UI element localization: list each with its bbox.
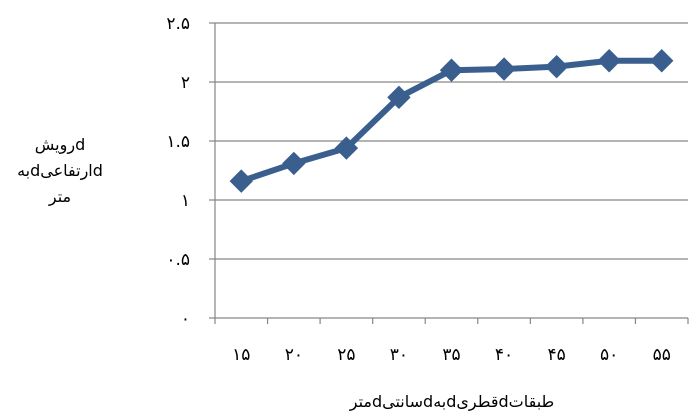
gridlines <box>215 22 688 260</box>
y-axis-title-line: dرویش <box>35 135 85 155</box>
x-tick-label: ۲۵ <box>337 345 355 365</box>
data-point-marker <box>597 49 621 73</box>
x-tick-label: ۴۰ <box>495 345 513 365</box>
data-point-marker <box>544 54 569 79</box>
data-point-marker <box>650 49 674 73</box>
x-tick-label: ۱۵ <box>232 345 250 365</box>
y-axis-title-line: dارتفاعیdبه <box>17 161 103 181</box>
series <box>229 49 674 193</box>
y-axis-title: dرویش dارتفاعیdبه متر <box>17 135 103 207</box>
data-point-marker <box>387 85 411 110</box>
axes <box>209 22 689 324</box>
x-tick-label: ۲۰ <box>285 345 303 365</box>
data-point-marker <box>229 169 253 193</box>
data-point-marker <box>334 136 359 160</box>
y-tick-label: ۰.۵ <box>166 250 190 270</box>
x-tick-label: ۵۰ <box>600 345 618 365</box>
y-tick-label: ۱ <box>181 191 190 211</box>
data-point-marker <box>492 57 516 81</box>
y-tick-labels: ۰ ۰.۵ ۱ ۱.۵ ۲ ۲.۵ <box>166 14 190 329</box>
x-tick-labels: ۱۵ ۲۰ ۲۵ ۳۰ ۳۵ ۴۰ ۴۵ ۵۰ ۵۵ <box>232 345 671 365</box>
y-tick-label: ۱.۵ <box>166 132 190 152</box>
x-axis-title: طبقاتdقطریdبهdسانتیdمتر <box>349 392 555 412</box>
y-tick-label: ۰ <box>181 309 190 329</box>
x-tick-label: ۴۵ <box>547 345 565 365</box>
y-tick-label: ۲ <box>181 73 190 93</box>
x-tick-label: ۵۵ <box>653 345 671 365</box>
x-tick-label: ۳۰ <box>390 345 408 365</box>
data-point-marker <box>282 151 306 176</box>
y-tick-label: ۲.۵ <box>166 14 190 34</box>
data-point-marker <box>439 58 464 82</box>
x-tick-label: ۳۵ <box>442 345 460 365</box>
y-axis-title-line: متر <box>48 187 71 207</box>
